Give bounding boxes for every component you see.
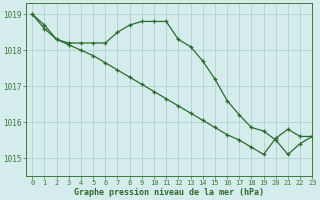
X-axis label: Graphe pression niveau de la mer (hPa): Graphe pression niveau de la mer (hPa) [74, 188, 264, 197]
